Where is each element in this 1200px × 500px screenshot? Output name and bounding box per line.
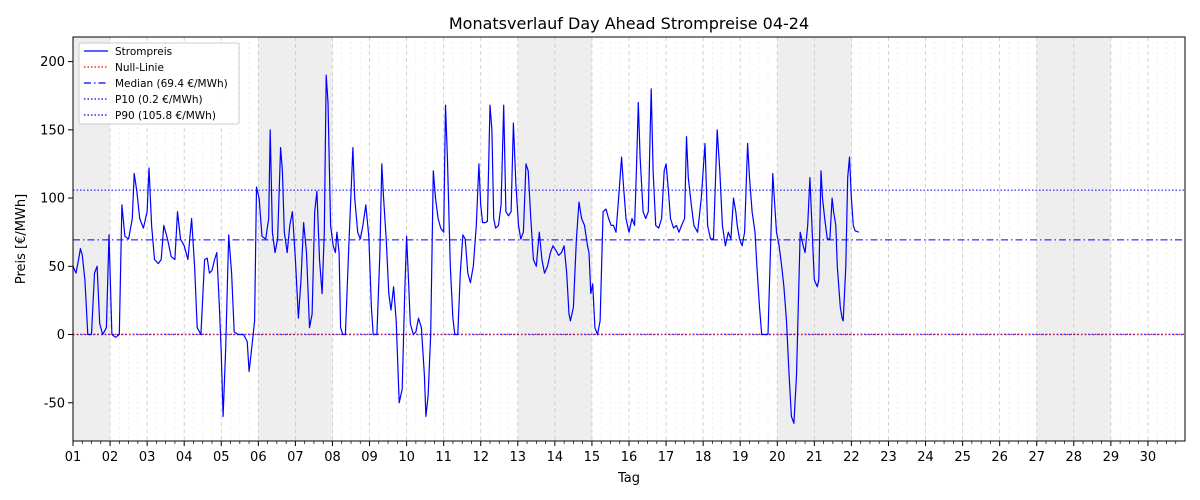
- legend-box: [78, 42, 240, 125]
- x-tick-label: 25: [954, 450, 971, 465]
- y-axis: -50 0 50 100 150 200: [40, 55, 73, 411]
- y-tick-label: -50: [44, 396, 65, 411]
- x-tick-label: 02: [102, 450, 119, 465]
- legend-label: Null-Linie: [115, 62, 164, 74]
- x-tick-label: 20: [769, 450, 786, 465]
- x-tick-label: 06: [250, 450, 267, 465]
- x-tick-label: 29: [1103, 450, 1120, 465]
- x-tick-label: 28: [1066, 450, 1083, 465]
- reference-lines: [73, 189, 1185, 336]
- x-tick-label: 14: [547, 450, 564, 465]
- y-tick-label: 200: [40, 55, 65, 70]
- legend-label: Median (69.4 €/MWh): [115, 78, 228, 90]
- x-tick-label: 24: [917, 450, 934, 465]
- x-tick-label: 30: [1140, 450, 1157, 465]
- y-tick-label: 50: [48, 260, 65, 275]
- grid-lines: [81, 37, 1177, 441]
- legend-label: P90 (105.8 €/MWh): [115, 110, 216, 122]
- x-tick-label: 18: [695, 450, 712, 465]
- x-tick-label: 07: [287, 450, 304, 465]
- y-tick-label: 0: [57, 328, 65, 343]
- x-tick-label: 12: [472, 450, 489, 465]
- x-tick-label: 08: [324, 450, 341, 465]
- x-tick-label: 01: [65, 450, 82, 465]
- legend: Strompreis Null-Linie Median (69.4 €/MWh) P…: [78, 42, 240, 125]
- series-layer: [72, 74, 860, 424]
- y-tick-label: 150: [40, 123, 65, 138]
- x-tick-label: 23: [880, 450, 897, 465]
- price-line: [72, 74, 860, 424]
- x-tick-label: 15: [584, 450, 601, 465]
- x-tick-label: 11: [435, 450, 452, 465]
- x-tick-label: 26: [991, 450, 1008, 465]
- x-tick-label: 13: [510, 450, 527, 465]
- x-axis: 01 02 03 04 05 06 07 08 09 10 11 12 13 14 15 16 17 18 19 20…: [65, 441, 1177, 465]
- x-tick-label: 17: [658, 450, 675, 465]
- x-tick-label: 21: [806, 450, 823, 465]
- y-axis-label: Preis [€/MWh]: [14, 194, 29, 284]
- x-tick-label: 22: [843, 450, 860, 465]
- x-axis-label: Tag: [617, 471, 640, 486]
- x-tick-label: 10: [398, 450, 415, 465]
- x-tick-label: 16: [621, 450, 638, 465]
- x-tick-label: 09: [361, 450, 378, 465]
- x-tick-label: 27: [1028, 450, 1045, 465]
- x-tick-label: 05: [213, 450, 230, 465]
- y-tick-label: 100: [40, 192, 65, 207]
- x-tick-label: 03: [139, 450, 156, 465]
- x-tick-label: 04: [176, 450, 193, 465]
- x-tick-label: 19: [732, 450, 749, 465]
- legend-label: Strompreis: [115, 46, 172, 58]
- chart-title: Monatsverlauf Day Ahead Strompreise 04-2…: [449, 14, 809, 33]
- legend-label: P10 (0.2 €/MWh): [115, 94, 203, 106]
